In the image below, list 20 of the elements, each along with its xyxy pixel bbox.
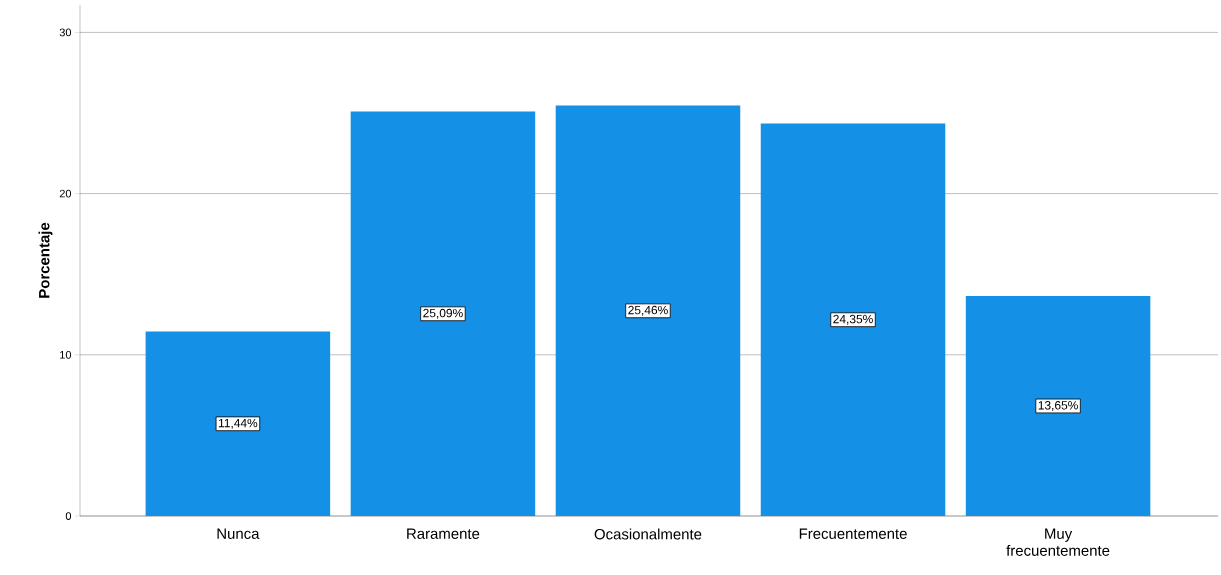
- bar: [555, 105, 741, 516]
- data-label: 25,09%: [423, 308, 463, 319]
- data-label: 24,35%: [833, 314, 873, 325]
- y-tick-label: 30: [59, 28, 72, 37]
- bar: [965, 295, 1151, 516]
- x-tick-label: Raramente: [407, 528, 480, 539]
- y-tick-label: 20: [59, 189, 72, 198]
- bar: [145, 331, 331, 516]
- x-tick-label: Ocasionalmente: [594, 528, 702, 540]
- x-tick-label: Nunca: [217, 528, 260, 539]
- data-label: 13,65%: [1038, 401, 1078, 411]
- x-tick-label: Muy frecuentemente: [1006, 528, 1110, 556]
- data-label: 11,44%: [218, 418, 258, 429]
- y-tick-label: 10: [60, 350, 72, 359]
- bar: [350, 111, 536, 516]
- bar: [760, 123, 946, 516]
- y-tick-label: 0: [65, 512, 72, 520]
- x-tick-label: Frecuentemente: [799, 528, 907, 539]
- y-axis-title: Porcentaje: [38, 222, 53, 298]
- data-label: 25,46%: [628, 305, 668, 316]
